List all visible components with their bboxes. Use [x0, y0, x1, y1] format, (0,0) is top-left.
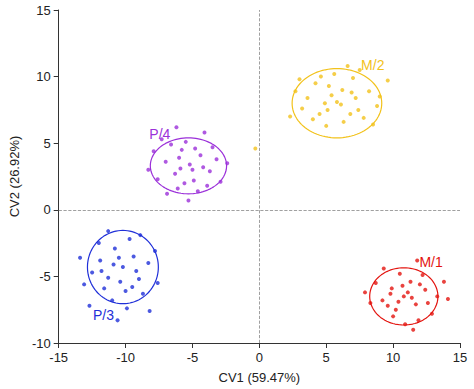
svg-text:-10: -10 — [32, 336, 51, 351]
svg-text:15: 15 — [453, 350, 467, 365]
svg-text:0: 0 — [256, 350, 263, 365]
svg-text:M/2: M/2 — [361, 57, 385, 73]
svg-text:-10: -10 — [116, 350, 135, 365]
svg-text:-5: -5 — [39, 269, 51, 284]
svg-text:10: 10 — [386, 350, 400, 365]
svg-text:CV1 (59.47%): CV1 (59.47%) — [219, 370, 301, 385]
svg-text:-15: -15 — [49, 350, 68, 365]
svg-text:15: 15 — [36, 3, 50, 18]
svg-text:10: 10 — [36, 69, 50, 84]
svg-text:5: 5 — [323, 350, 330, 365]
svg-text:-5: -5 — [187, 350, 199, 365]
svg-text:M/1: M/1 — [419, 254, 443, 270]
svg-text:0: 0 — [43, 202, 50, 217]
svg-text:P/3: P/3 — [93, 307, 114, 323]
svg-text:CV2 (26.92%): CV2 (26.92%) — [7, 136, 22, 218]
svg-text:5: 5 — [43, 136, 50, 151]
svg-text:P/4: P/4 — [149, 126, 170, 142]
